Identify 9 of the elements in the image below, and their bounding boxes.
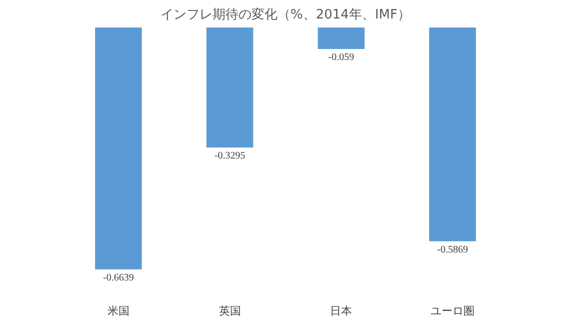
- data-label: -0.6639: [103, 272, 134, 284]
- x-tick-label: ユーロ圏: [430, 304, 475, 318]
- data-label: -0.5869: [437, 244, 468, 256]
- x-tick-label: 英国: [218, 304, 241, 318]
- data-label: -0.3295: [214, 150, 246, 162]
- data-label: -0.059: [328, 52, 354, 63]
- x-tick-label: 米国: [107, 304, 130, 318]
- chart-title: インフレ期待の変化（%、2014年、IMF）: [160, 6, 410, 22]
- x-tick-label: 日本: [330, 304, 352, 318]
